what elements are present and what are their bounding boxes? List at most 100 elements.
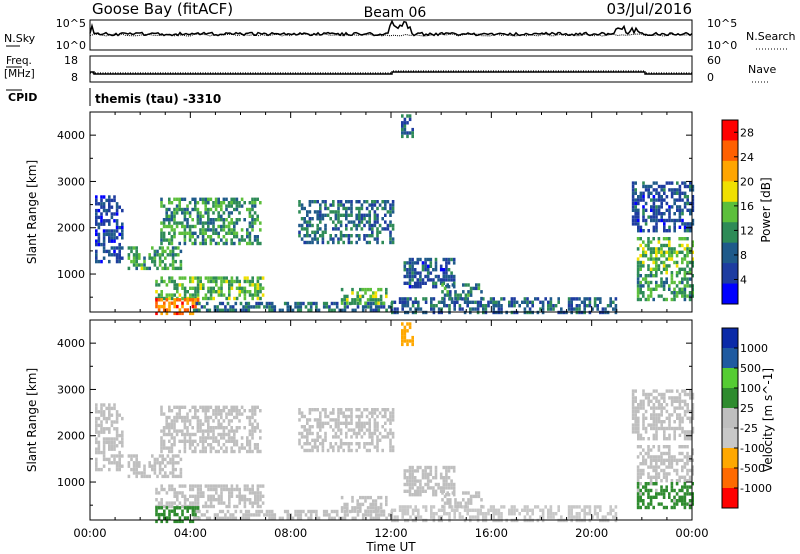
- data-cell: [434, 472, 438, 476]
- data-cell: [151, 246, 154, 250]
- data-cell: [440, 508, 443, 512]
- data-cell: [315, 305, 318, 309]
- data-cell: [575, 505, 579, 509]
- data-cell: [240, 412, 244, 416]
- data-cell: [246, 235, 249, 239]
- data-cell: [389, 210, 392, 214]
- data-cell: [183, 235, 187, 239]
- cpid-value: themis (tau) -3310: [95, 92, 221, 106]
- data-cell: [358, 206, 361, 211]
- data-cell: [432, 493, 435, 497]
- data-cell: [196, 409, 200, 413]
- data-cell: [644, 184, 648, 189]
- data-cell: [406, 469, 409, 473]
- data-cell: [183, 211, 187, 215]
- data-cell: [238, 491, 241, 495]
- data-cell: [652, 437, 656, 441]
- data-cell: [386, 408, 390, 412]
- data-cell: [377, 516, 381, 520]
- data-cell: [339, 445, 343, 449]
- data-cell: [188, 235, 192, 239]
- data-cell: [242, 308, 245, 312]
- data-cell: [406, 114, 409, 118]
- data-cell: [231, 516, 235, 520]
- data-cell: [688, 492, 692, 496]
- data-cell: [634, 416, 637, 420]
- data-cell: [233, 504, 236, 509]
- data-cell: [642, 448, 645, 452]
- data-cell: [100, 413, 103, 417]
- data-cell: [655, 426, 658, 431]
- data-cell: [350, 206, 353, 211]
- data-cell: [238, 286, 241, 290]
- data-cell: [424, 505, 428, 509]
- data-cell: [450, 508, 454, 512]
- data-cell: [430, 307, 433, 311]
- data-cell: [168, 439, 171, 443]
- data-cell: [678, 396, 682, 400]
- data-cell: [442, 278, 446, 282]
- data-cell: [655, 264, 658, 268]
- data-cell: [647, 448, 650, 452]
- data-cell: [230, 286, 234, 290]
- data-cell: [222, 443, 226, 447]
- data-cell: [636, 264, 640, 268]
- data-cell: [196, 426, 200, 430]
- data-cell: [447, 465, 451, 470]
- data-cell: [337, 418, 340, 422]
- data-cell: [467, 293, 470, 297]
- data-cell: [413, 476, 417, 480]
- data-cell: [110, 212, 114, 216]
- data-cell: [321, 438, 325, 442]
- data-cell: [670, 191, 674, 195]
- data-cell: [186, 207, 189, 212]
- data-cell: [492, 508, 495, 512]
- data-cell: [663, 198, 666, 202]
- data-cell: [647, 215, 650, 219]
- colorbar-swatch: [722, 368, 738, 389]
- data-cell: [665, 458, 668, 462]
- data-cell: [235, 201, 239, 205]
- data-cell: [270, 513, 274, 517]
- data-cell: [634, 198, 637, 202]
- data-cell: [446, 293, 449, 297]
- data-cell: [257, 305, 261, 309]
- data-cell: [186, 211, 189, 215]
- data-cell: [286, 516, 290, 520]
- data-cell: [115, 236, 119, 240]
- data-cell: [256, 238, 259, 242]
- data-cell: [168, 405, 171, 409]
- data-cell: [170, 436, 174, 440]
- data-cell: [100, 259, 103, 264]
- data-cell: [463, 300, 467, 304]
- data-cell: [201, 439, 205, 443]
- data-cell: [324, 223, 327, 228]
- data-cell: [226, 308, 230, 312]
- data-cell: [368, 425, 371, 429]
- data-cell: [168, 218, 171, 222]
- data-cell: [401, 339, 404, 343]
- data-cell: [355, 408, 358, 412]
- data-cell: [655, 284, 658, 288]
- data-cell: [681, 208, 684, 212]
- data-cell: [158, 256, 162, 260]
- data-cell: [340, 495, 344, 500]
- data-cell: [196, 484, 200, 488]
- data-cell: [660, 294, 663, 298]
- data-cell: [198, 301, 201, 306]
- data-cell: [642, 208, 645, 212]
- data-cell: [191, 439, 194, 443]
- data-cell: [244, 516, 248, 520]
- data-cell: [192, 308, 196, 312]
- data-cell: [199, 221, 202, 225]
- data-cell: [307, 516, 310, 520]
- data-cell: [670, 413, 674, 417]
- data-cell: [115, 433, 119, 438]
- data-cell: [329, 210, 332, 214]
- colorbar-swatch: [722, 201, 738, 223]
- data-cell: [199, 484, 202, 488]
- data-cell: [251, 405, 254, 409]
- data-cell: [631, 181, 635, 185]
- data-cell: [539, 508, 542, 512]
- data-cell: [161, 474, 164, 479]
